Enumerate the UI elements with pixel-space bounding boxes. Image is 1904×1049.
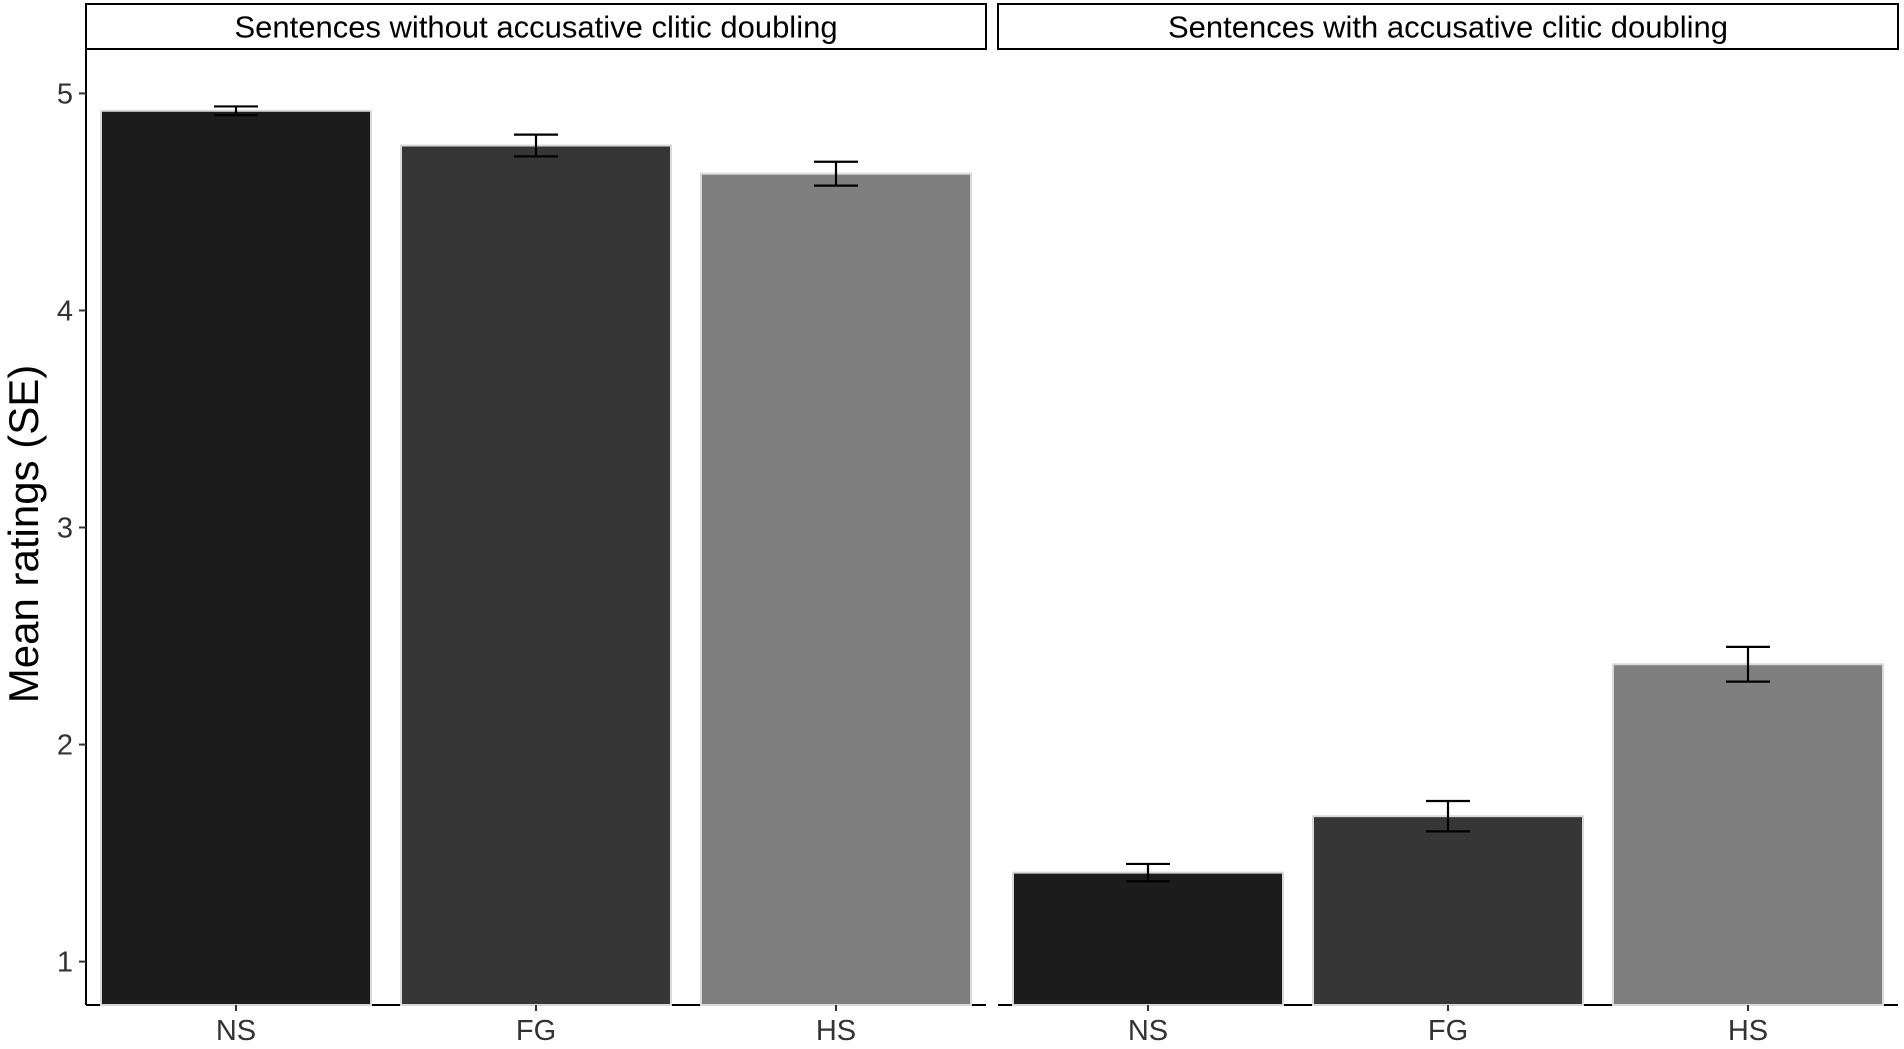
error-bar (1126, 862, 1170, 883)
y-tick-label: 5 (57, 78, 73, 110)
x-tick-label: FG (1428, 1015, 1468, 1044)
bar-fg (400, 144, 672, 1006)
bar-hs (1612, 663, 1884, 1006)
y-axis-title: Mean ratings (SE) (0, 365, 47, 703)
facet-strip (85, 3, 987, 50)
error-bar (814, 160, 858, 187)
bar-ns (100, 109, 372, 1007)
facet-strip (997, 3, 1899, 50)
y-tick-label: 4 (57, 295, 73, 327)
facet-title: Sentences with accusative clitic doublin… (1168, 10, 1728, 45)
x-tick-label: NS (1128, 1015, 1168, 1044)
x-tick-label: FG (516, 1015, 556, 1044)
facet-title: Sentences without accusative clitic doub… (234, 10, 837, 45)
y-axis-title-group: Mean ratings (SE) (0, 365, 47, 703)
x-tick-label: HS (1728, 1015, 1768, 1044)
y-tick-label: 2 (57, 730, 73, 762)
bar-hs (700, 172, 972, 1007)
error-bar (1726, 645, 1770, 683)
error-bar (514, 133, 558, 158)
bar-fg (1312, 815, 1584, 1007)
panel-2: Sentences with accusative clitic doublin… (997, 3, 1899, 1047)
x-tick-label: NS (216, 1015, 256, 1044)
y-tick-label: 3 (57, 513, 73, 545)
error-bar (1426, 799, 1470, 833)
panel-1: Sentences without accusative clitic doub… (57, 3, 987, 1047)
error-bar (214, 105, 258, 117)
panels: Sentences without accusative clitic doub… (57, 3, 1899, 1047)
x-tick-label: HS (816, 1015, 856, 1044)
y-tick-label: 1 (57, 947, 73, 979)
bar-ns (1012, 871, 1284, 1007)
